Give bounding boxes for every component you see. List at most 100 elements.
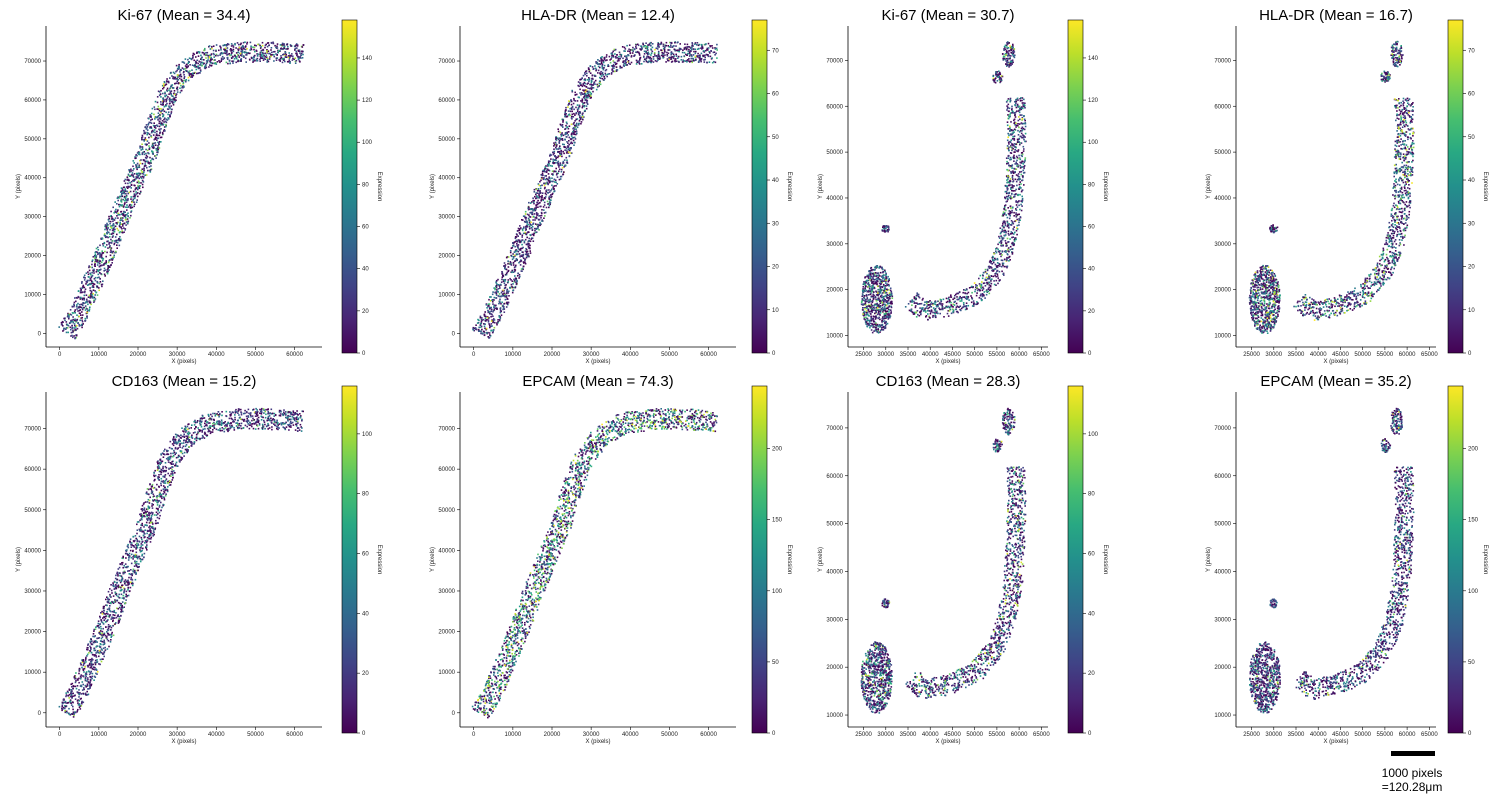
data-point	[186, 66, 189, 68]
x-tick-label: 0	[472, 352, 476, 358]
data-point	[121, 204, 123, 206]
data-point	[1013, 215, 1015, 217]
data-point	[160, 108, 162, 110]
data-point	[1012, 228, 1014, 230]
data-point	[199, 61, 201, 63]
data-point	[1011, 110, 1014, 112]
data-point	[472, 326, 475, 329]
data-point	[87, 271, 89, 273]
data-point	[585, 89, 588, 91]
data-point	[294, 62, 297, 64]
data-point	[232, 48, 235, 51]
data-point	[547, 162, 550, 164]
data-point	[528, 231, 530, 233]
data-point	[226, 58, 229, 60]
data-point	[123, 227, 125, 229]
data-point	[529, 247, 531, 250]
data-point	[106, 269, 109, 271]
data-point	[1006, 244, 1008, 247]
data-point	[515, 277, 518, 280]
data-point	[1024, 107, 1026, 109]
data-point	[1020, 154, 1023, 157]
data-point	[294, 49, 296, 51]
data-point	[1023, 128, 1026, 131]
data-point	[988, 286, 990, 289]
data-point	[1009, 166, 1011, 168]
data-point	[1024, 159, 1026, 161]
data-point	[125, 224, 127, 226]
data-point	[570, 99, 572, 101]
data-point	[551, 165, 553, 167]
data-point	[577, 96, 580, 98]
data-point	[539, 223, 542, 225]
data-point	[240, 52, 242, 55]
data-point	[570, 123, 573, 126]
data-point	[601, 63, 604, 66]
data-point	[251, 57, 254, 59]
data-point	[130, 184, 133, 186]
data-point	[574, 120, 576, 122]
data-point	[557, 160, 560, 163]
data-point	[680, 48, 682, 50]
data-point	[528, 215, 531, 218]
data-point	[580, 92, 583, 94]
data-point	[565, 131, 567, 134]
data-point	[121, 192, 123, 194]
data-point	[1019, 216, 1022, 218]
data-point	[990, 267, 993, 269]
data-point	[526, 236, 528, 239]
data-point	[632, 46, 634, 49]
data-point	[509, 277, 511, 280]
data-point	[108, 259, 110, 262]
data-point	[1004, 222, 1006, 224]
data-point	[587, 82, 589, 85]
data-point	[169, 98, 171, 101]
data-point	[126, 213, 128, 216]
data-point	[67, 331, 69, 334]
data-point	[166, 81, 168, 83]
data-point	[956, 292, 958, 295]
data-point	[496, 308, 498, 310]
data-point	[564, 133, 566, 136]
data-point	[513, 254, 516, 257]
data-point	[108, 266, 110, 268]
data-point	[1003, 206, 1006, 209]
data-point	[703, 50, 705, 52]
data-point	[300, 54, 303, 57]
data-point	[658, 55, 661, 58]
data-point	[134, 184, 136, 187]
data-point	[132, 198, 135, 201]
data-point	[580, 122, 582, 125]
data-point	[936, 310, 938, 313]
data-point	[259, 44, 261, 47]
data-point	[226, 50, 228, 52]
data-point	[1009, 178, 1012, 180]
data-point	[523, 241, 526, 244]
data-point	[152, 134, 155, 136]
data-point	[588, 70, 591, 73]
data-point	[1011, 171, 1013, 174]
data-point	[558, 178, 561, 181]
data-point	[698, 43, 701, 46]
data-point	[486, 319, 488, 321]
data-point	[154, 118, 156, 120]
data-point	[287, 45, 289, 48]
data-point	[1015, 188, 1017, 191]
x-tick-label: 30000	[583, 352, 600, 358]
data-point	[525, 251, 528, 253]
data-point	[566, 131, 569, 134]
data-point	[955, 302, 958, 305]
data-point	[504, 266, 506, 268]
data-point	[567, 131, 570, 133]
data-point	[963, 305, 966, 308]
data-point	[156, 149, 159, 152]
data-point	[261, 53, 263, 55]
data-point	[99, 262, 101, 265]
data-point	[239, 43, 242, 46]
data-point	[521, 239, 524, 241]
data-point	[1011, 107, 1013, 110]
data-point	[132, 174, 134, 176]
data-point	[209, 48, 212, 50]
data-point	[1008, 155, 1010, 157]
data-point	[1007, 188, 1009, 190]
